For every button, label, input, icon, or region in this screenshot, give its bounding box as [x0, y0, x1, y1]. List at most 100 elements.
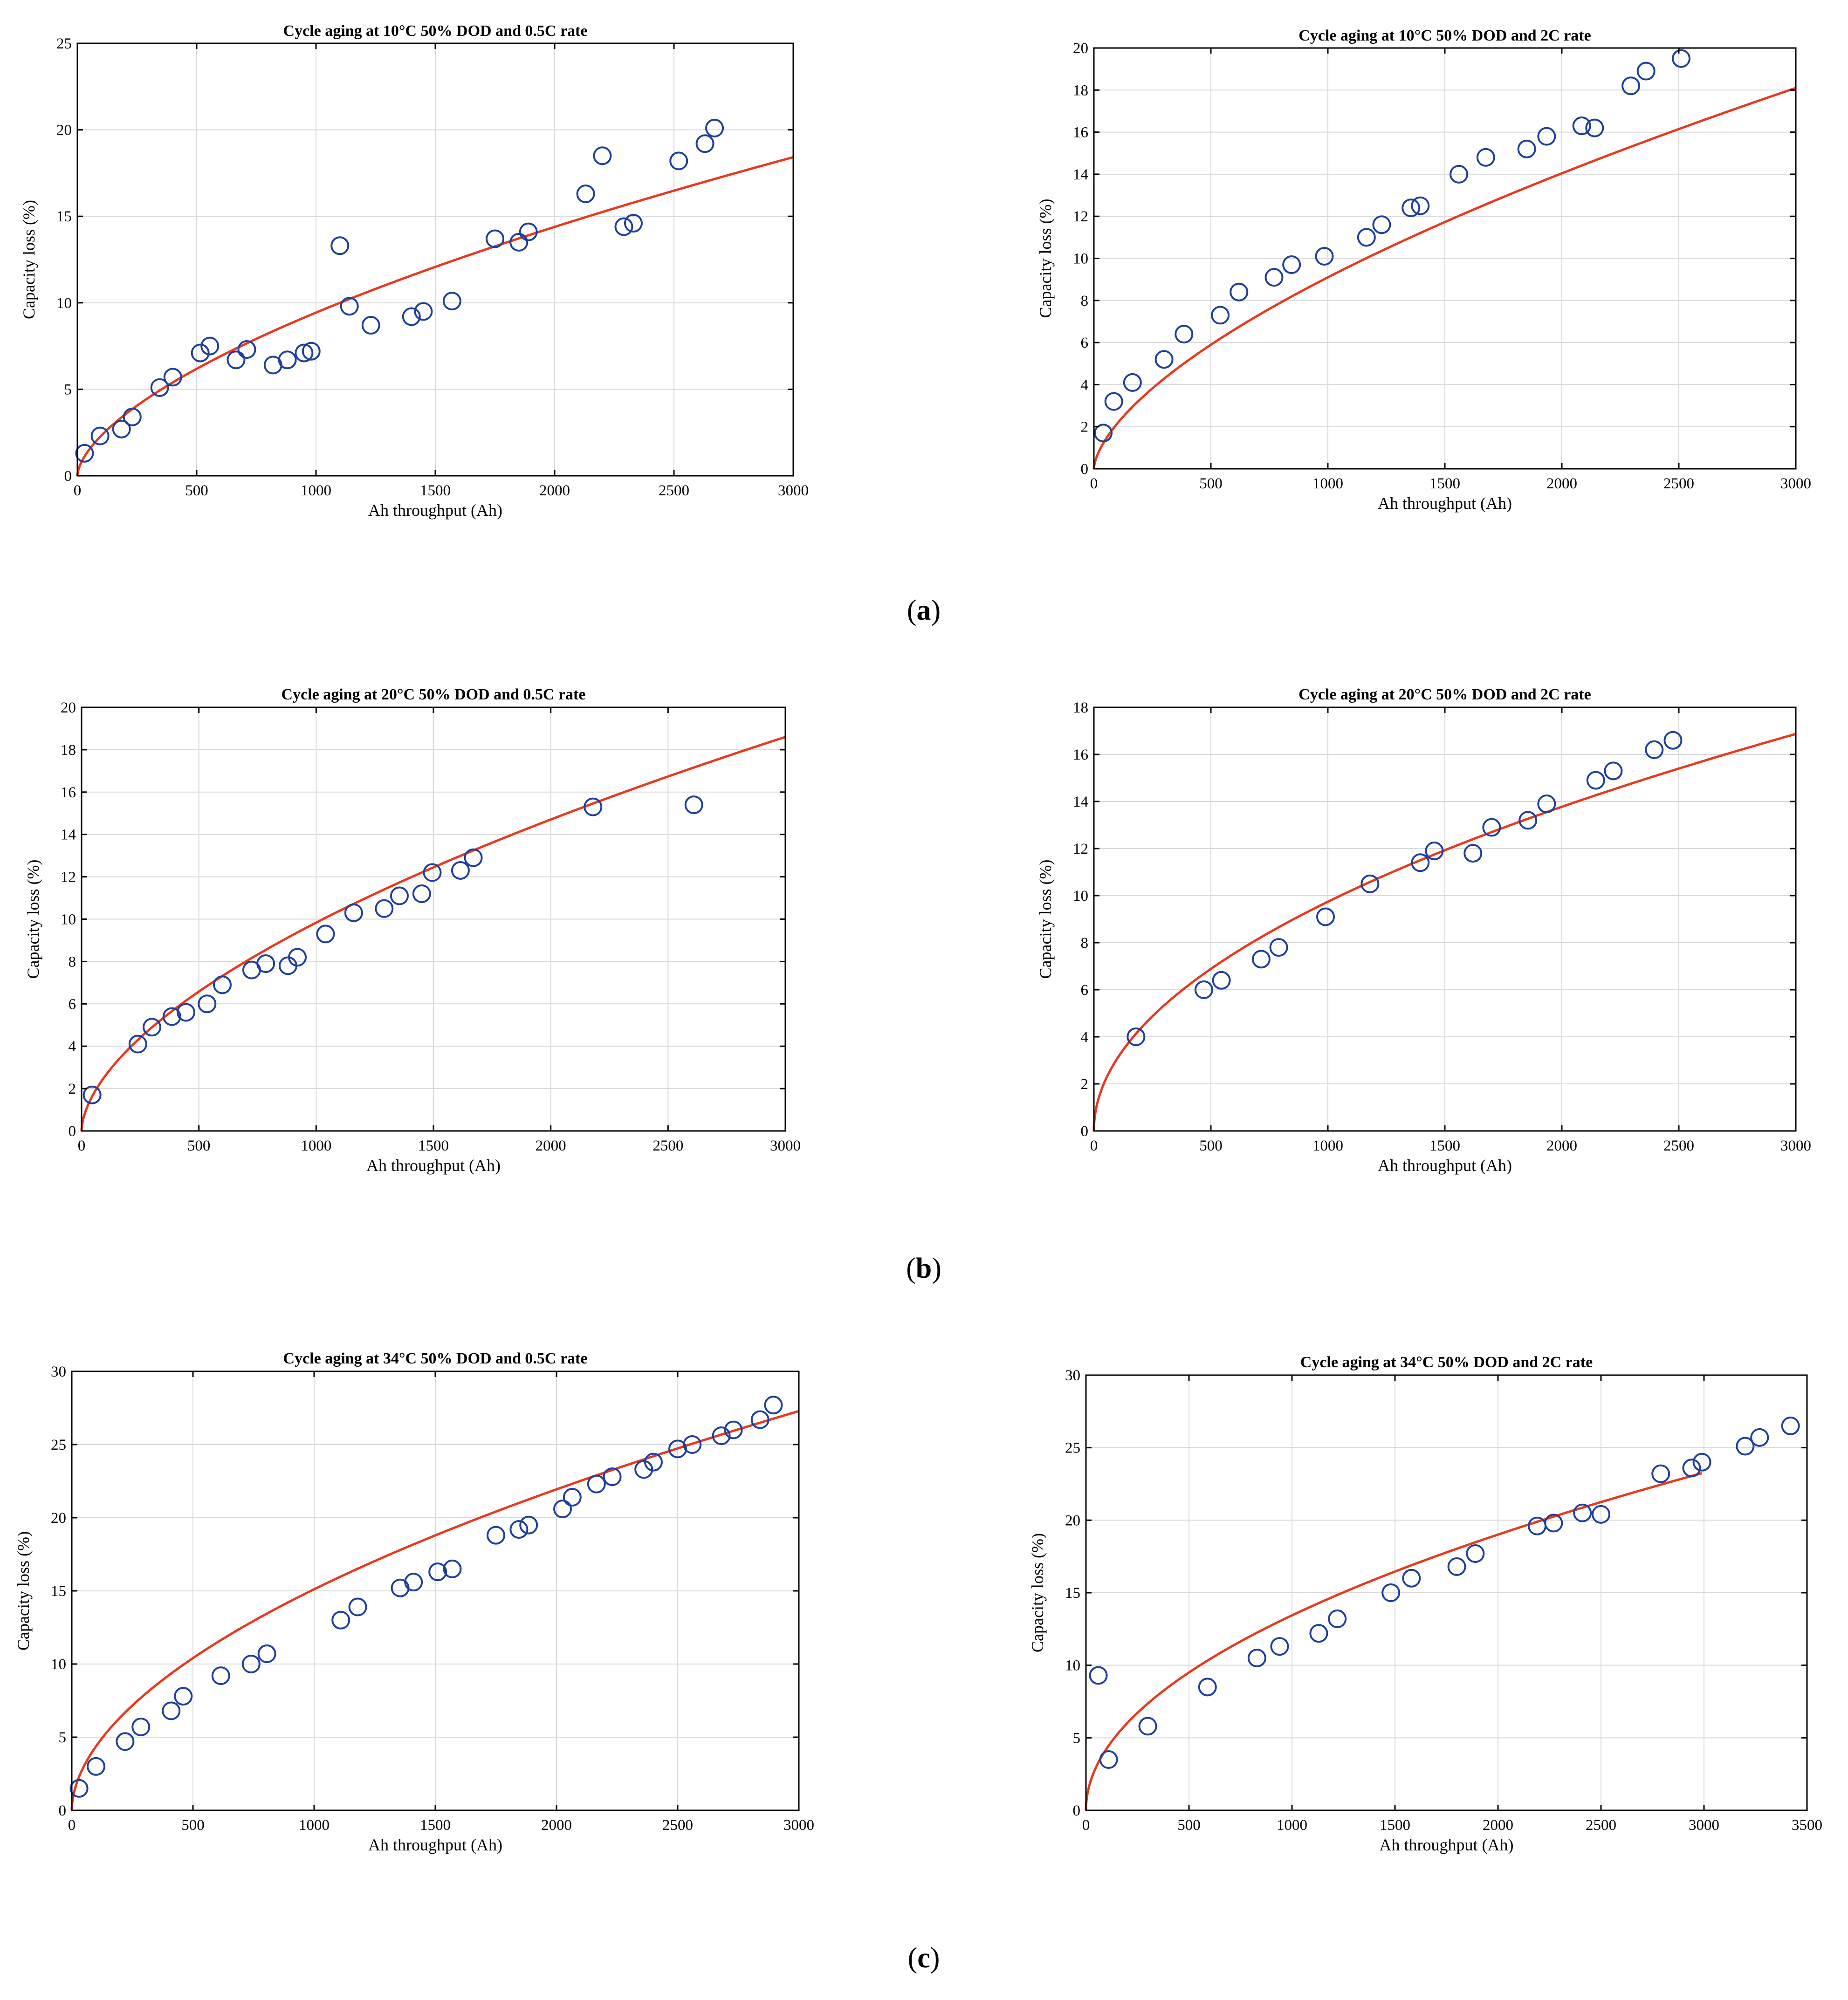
- data-point: [486, 229, 504, 248]
- x-tick-label: 3000: [778, 482, 809, 499]
- y-tick-label: 18: [1073, 699, 1088, 716]
- y-axis-label: Capacity loss (%): [1036, 860, 1055, 979]
- y-tick-label: 20: [1073, 40, 1088, 57]
- x-tick-label: 1500: [1380, 1817, 1410, 1834]
- x-tick-label: 500: [1199, 475, 1223, 492]
- data-point: [1544, 1514, 1563, 1533]
- data-point: [1328, 1610, 1347, 1629]
- data-point: [1781, 1416, 1800, 1435]
- x-tick-label: 3000: [1780, 1137, 1811, 1154]
- data-point: [1212, 971, 1231, 990]
- chart-3: 0 500 1000 1500 2000 2500 3000 0 2 4 6 8 10 12 14 16 18 2…: [24, 686, 801, 1175]
- chart-title: Cycle aging at 34°C 50% DOD and 2C rate: [1300, 1354, 1593, 1371]
- data-point: [487, 1526, 505, 1545]
- data-point: [1247, 1649, 1266, 1668]
- data-point: [331, 1610, 350, 1630]
- data-point: [123, 407, 142, 426]
- y-tick-label: 0: [1081, 461, 1089, 478]
- data-point: [519, 222, 538, 241]
- data-point: [87, 1757, 105, 1776]
- x-tick-label: 500: [187, 1137, 211, 1154]
- y-tick-label: 20: [61, 699, 76, 716]
- data-point: [116, 1732, 135, 1751]
- data-point: [241, 1655, 261, 1673]
- y-tick-label: 0: [69, 1123, 76, 1140]
- x-axis-label: Ah throughput (Ah): [1378, 494, 1512, 513]
- y-tick-label: 4: [1081, 377, 1089, 393]
- x-tick-label: 0: [74, 482, 82, 499]
- x-tick-label: 1500: [1429, 1137, 1460, 1154]
- data-point: [198, 994, 217, 1014]
- data-point: [278, 350, 297, 370]
- y-tick-label: 10: [1073, 888, 1088, 904]
- data-point: [764, 1396, 783, 1415]
- fit-curve: [70, 1410, 799, 1811]
- y-tick-label: 5: [1073, 1730, 1081, 1747]
- data-point: [1401, 199, 1421, 218]
- data-point: [1663, 731, 1683, 750]
- x-tick-label: 1500: [420, 1817, 451, 1834]
- data-point: [200, 336, 220, 356]
- y-tick-label: 0: [1081, 1123, 1089, 1140]
- y-tick-label: 15: [56, 208, 72, 225]
- data-point: [1573, 1503, 1592, 1522]
- y-tick-label: 14: [1073, 794, 1088, 810]
- data-point: [1270, 1637, 1289, 1656]
- data-point: [705, 118, 724, 137]
- chart-title: Cycle aging at 10°C 50% DOD and 2C rate: [1298, 27, 1591, 44]
- fit-curve: [1092, 733, 1796, 1131]
- x-tick-label: 3000: [783, 1817, 814, 1834]
- data-point: [112, 419, 131, 438]
- data-point: [316, 925, 335, 944]
- data-point: [1645, 740, 1664, 759]
- data-point: [519, 1515, 538, 1534]
- y-tick-label: 30: [51, 1363, 66, 1380]
- data-point: [442, 292, 461, 311]
- data-point: [683, 1435, 702, 1454]
- data-point: [1636, 62, 1656, 81]
- data-point: [237, 340, 256, 359]
- y-tick-label: 10: [56, 295, 72, 312]
- data-point: [131, 1718, 151, 1737]
- fit-curve: [76, 156, 794, 476]
- data-point: [75, 444, 94, 463]
- data-point: [1447, 1557, 1466, 1576]
- x-tick-label: 500: [181, 1817, 205, 1834]
- chart-5: 0 500 1000 1500 2000 2500 3000 0 5 10 15 20 25 30 Cycl…: [14, 1350, 814, 1854]
- data-point: [330, 236, 350, 255]
- charts-layer: 0 500 1000 1500 2000 2500 30000510152025Cycle …: [14, 22, 1822, 1854]
- data-point: [451, 861, 470, 880]
- y-axis-label: Capacity loss (%): [1028, 1533, 1047, 1652]
- chart-6: 0 500 1000 1500 2000 2500 3000 3500 0 5 10 15 20 25 30…: [1028, 1354, 1822, 1854]
- y-tick-label: 20: [56, 122, 72, 139]
- y-axis-label: Capacity loss (%): [24, 860, 42, 979]
- panel-labels: (a) (b) (c): [906, 595, 941, 1974]
- data-point: [1381, 1583, 1401, 1602]
- data-point: [414, 302, 433, 321]
- y-tick-label: 16: [1073, 124, 1088, 141]
- fit-curve: [80, 736, 786, 1131]
- x-tick-label: 1000: [1277, 1817, 1307, 1834]
- y-tick-label: 2: [1081, 1076, 1089, 1093]
- x-axis-label: Ah throughput (Ah): [368, 501, 502, 520]
- y-tick-label: 6: [69, 996, 76, 1013]
- data-point: [1537, 127, 1556, 146]
- x-tick-label: 1000: [1312, 475, 1343, 492]
- data-point: [1450, 164, 1469, 184]
- data-point: [428, 1562, 447, 1582]
- y-tick-label: 6: [1081, 982, 1089, 999]
- data-point: [404, 1573, 423, 1592]
- data-point: [1251, 950, 1271, 969]
- x-tick-label: 2500: [1663, 1137, 1694, 1154]
- y-tick-label: 30: [1065, 1367, 1080, 1384]
- data-point: [1750, 1428, 1769, 1447]
- x-tick-label: 0: [78, 1137, 86, 1154]
- y-tick-label: 10: [1065, 1658, 1080, 1674]
- fit-curve: [1092, 87, 1796, 469]
- data-point: [1621, 76, 1641, 96]
- y-tick-label: 12: [61, 869, 76, 886]
- data-point: [176, 1003, 195, 1022]
- y-tick-label: 0: [64, 468, 72, 485]
- data-point: [1123, 373, 1142, 392]
